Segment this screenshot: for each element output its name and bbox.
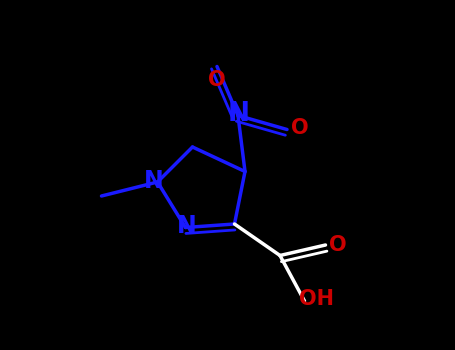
Text: N: N xyxy=(228,102,250,127)
Text: O: O xyxy=(208,70,226,91)
Text: O: O xyxy=(292,118,309,139)
Text: N: N xyxy=(144,169,164,193)
Text: O: O xyxy=(329,235,347,255)
Text: N: N xyxy=(177,215,197,238)
Text: OH: OH xyxy=(299,289,334,309)
